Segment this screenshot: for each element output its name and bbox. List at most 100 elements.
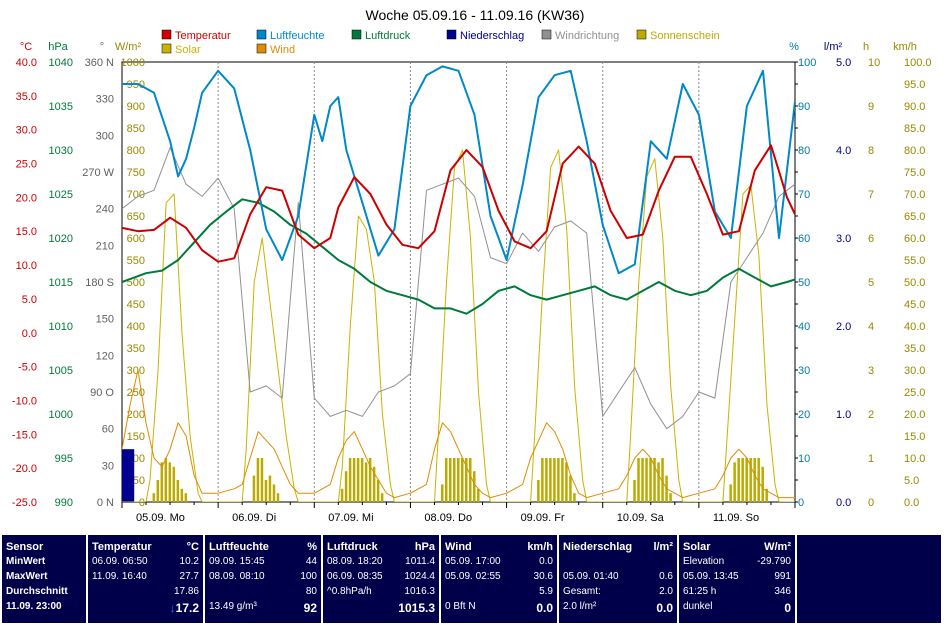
sunshine-bar [452,458,456,502]
chart-title: Woche 05.09.16 - 11.09.16 (KW36) [366,7,585,23]
sunshine-bar [368,458,372,502]
axis-tick-label-2: 90 O [90,387,114,399]
sunshine-bar [549,458,552,502]
sunshine-bar [356,458,360,502]
sunshine-bar [637,458,640,502]
axis-tick-label-3: 450 [127,299,145,311]
sunshine-bar [176,480,180,502]
sunshine-bar [376,480,380,502]
sunshine-bar [653,458,656,502]
rain-bar [122,449,125,502]
legend-label: Temperatur [175,30,231,42]
humidity-max-time: 08.09. 08:10 [209,571,265,582]
axis-unit-2: ° [100,41,104,53]
sunshine-bar [641,458,644,502]
sunshine-bar [160,462,164,502]
axis-tick-label-1: 1000 [49,409,73,421]
axis-tick-label-6: 3 [868,365,874,377]
humidity-header: Luftfeuchte [209,541,269,553]
axis-tick-label-7: 40.0 [904,321,925,333]
row-current-label: 11.09. 23:00 [6,601,62,612]
axis-unit-1: hPa [48,41,68,53]
sunshine-bar [657,462,660,502]
wind-min-value: 0.0 [539,556,553,567]
sunshine-bar [469,458,472,502]
pressure-min-value: 1011.4 [405,556,435,567]
axis-tick-label-2: 60 [102,424,114,436]
rain-bar [130,449,133,502]
stats-rain: Niederschlag l/m² 05.09. 01:40 0.6 Gesamt:… [559,535,677,623]
legend-swatch [161,29,172,40]
axis-tick-label-6: 0 [868,497,874,509]
axis-tick-label-7: 95.0 [904,79,925,91]
axis-tick-label-1: 1025 [49,189,73,201]
axis-tick-label-2: 240 [96,204,114,216]
rain-current: 0.0 [656,601,673,615]
temperature-avg: 17.86 [173,586,199,597]
rain-total: 2.0 [659,586,673,597]
humidity-line [122,65,795,275]
axis-tick-label-4: 0 [798,497,804,509]
temperature-unit: °C [186,541,199,553]
axis-tick-label-7: 15.0 [904,431,925,443]
axis-tick-label-0: 10.0 [16,260,37,272]
humidity-current: 92 [303,601,317,615]
sunshine-bar [473,471,476,502]
axis-tick-label-3: 650 [127,211,145,223]
axis-unit-5: l/m² [824,41,843,53]
rain-max-value: 0.6 [659,571,673,582]
sunshine-bar [364,462,368,502]
solar-current: 0 [784,601,791,615]
solar-max-value: 991 [774,571,791,582]
axis-tick-label-5: 1.0 [836,409,851,421]
legend-label: Luftfeuchte [270,30,324,42]
axis-tick-label-0: -20.0 [12,463,37,475]
axis-tick-label-1: 1005 [49,365,73,377]
x-day-label: 07.09. Mi [328,512,373,524]
x-day-label: 08.09. Do [424,512,472,524]
pressure-header: Luftdruck [327,541,378,553]
row-avg-label: Durchschnitt [6,586,68,597]
axis-unit-4: % [789,41,799,53]
axis-tick-label-2: 360 N [85,57,114,69]
axis-tick-label-1: 1015 [49,277,73,289]
wind-max-time: 05.09. 02:55 [445,571,501,582]
sunshine-bar [573,493,576,502]
legend-label: Solar [175,44,201,56]
wind-beaufort: 0 Bft N [445,601,476,612]
x-day-label: 10.09. Sa [617,512,665,524]
sunshine-bar [565,462,568,502]
sunshine-bar [649,458,652,502]
sunshine-bar [733,462,736,502]
sunshine-bar [444,458,448,502]
pressure-trend: ^0.8hPa/h [327,586,372,597]
axis-tick-label-6: 7 [868,189,874,201]
axis-tick-label-7: 5.0 [904,475,919,487]
sunshine-bar [276,493,280,502]
sunshine-bar [741,458,744,502]
sunshine-bar [553,458,556,502]
sunshine-bar [561,458,564,502]
rain-total-label: Gesamt: [563,586,601,597]
legend-swatch [351,29,362,40]
humidity-max-value: 100 [300,571,317,582]
axis-tick-label-1: 990 [55,497,73,509]
axis-tick-label-5: 2.0 [836,321,851,333]
sunshine-bar [360,458,364,502]
temperature-max-time: 11.09. 16:40 [92,571,147,582]
axis-tick-label-7: 20.0 [904,409,925,421]
axis-tick-label-6: 2 [868,409,874,421]
wind-current: 0.0 [536,601,553,615]
humidity-min-time: 09.09. 15:45 [209,556,265,567]
axis-tick-label-5: 5.0 [836,57,851,69]
sunshine-bar [757,458,760,502]
axis-tick-label-0: 0.0 [22,328,37,340]
sunshine-bar [340,488,344,502]
solar-max-time: 05.09. 13:45 [683,571,739,582]
axis-tick-label-7: 45.0 [904,299,925,311]
sunshine-bar [440,484,444,502]
sunshine-bar [156,480,160,502]
rain-bar [126,449,129,502]
sunshine-bar [380,493,384,502]
sunshine-bar [152,493,156,502]
